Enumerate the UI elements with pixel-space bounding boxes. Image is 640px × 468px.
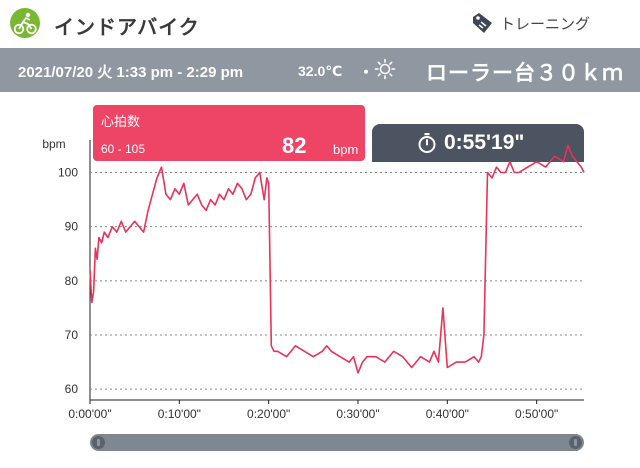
heart-rate-series-line bbox=[89, 144, 585, 374]
heart-rate-unit: bpm bbox=[333, 142, 359, 157]
sun-icon bbox=[374, 58, 396, 80]
elapsed-time: 0:55'19" bbox=[444, 131, 525, 154]
elapsed-time-tab[interactable]: 0:55'19" bbox=[372, 124, 584, 162]
y-axis-label: bpm bbox=[42, 137, 65, 151]
app-title: インドアバイク bbox=[54, 17, 200, 39]
heart-rate-value: 82 bbox=[282, 133, 307, 158]
workout-info-bar: 2021/07/20 火 1:33 pm - 2:29 pm 32.0℃ ・ ロ… bbox=[0, 48, 640, 92]
training-label: トレーニング bbox=[499, 15, 590, 33]
training-tag-button[interactable]: トレーニング bbox=[470, 11, 590, 35]
heart-rate-chart[interactable]: bpm 60 70 80 90 100 0:00'00" 0:10'00" 0:20'00" 0… bbox=[0, 130, 640, 430]
time-range-slider[interactable] bbox=[90, 434, 584, 451]
stopwatch-icon bbox=[418, 133, 436, 153]
range-start-handle[interactable] bbox=[92, 436, 105, 449]
cycling-icon bbox=[10, 8, 40, 38]
x-tick-label: 0:00'00" bbox=[68, 407, 111, 421]
x-tick-label: 0:20'00" bbox=[247, 407, 290, 421]
x-tick-label: 0:30'00" bbox=[336, 407, 379, 421]
y-tick-label: 70 bbox=[65, 328, 79, 342]
x-tick-label: 0:40'00" bbox=[426, 407, 469, 421]
workout-datetime: 2021/07/20 火 1:33 pm - 2:29 pm bbox=[18, 64, 244, 81]
y-tick-label: 100 bbox=[58, 166, 78, 180]
y-tick-label: 80 bbox=[65, 274, 79, 288]
y-tick-label: 60 bbox=[65, 382, 79, 396]
range-end-handle[interactable] bbox=[569, 436, 582, 449]
x-tick-label: 0:50'00" bbox=[515, 407, 558, 421]
y-tick-label: 90 bbox=[65, 220, 79, 234]
tag-icon bbox=[472, 13, 492, 33]
heart-rate-card[interactable]: 心拍数 60 - 105 82 bpm bbox=[93, 105, 365, 161]
separator: ・ bbox=[358, 65, 375, 82]
heart-rate-chart-svg: bpm 60 70 80 90 100 0:00'00" 0:10'00" 0:20'00" 0… bbox=[42, 137, 585, 421]
app-header: インドアバイク トレーニング bbox=[0, 0, 640, 48]
heart-rate-range: 60 - 105 bbox=[101, 142, 146, 156]
x-tick-label: 0:10'00" bbox=[158, 407, 201, 421]
heart-rate-label: 心拍数 bbox=[101, 114, 141, 129]
course-name: ローラー台３０ｋｍ bbox=[426, 62, 624, 85]
temperature: 32.0℃ bbox=[298, 63, 343, 79]
